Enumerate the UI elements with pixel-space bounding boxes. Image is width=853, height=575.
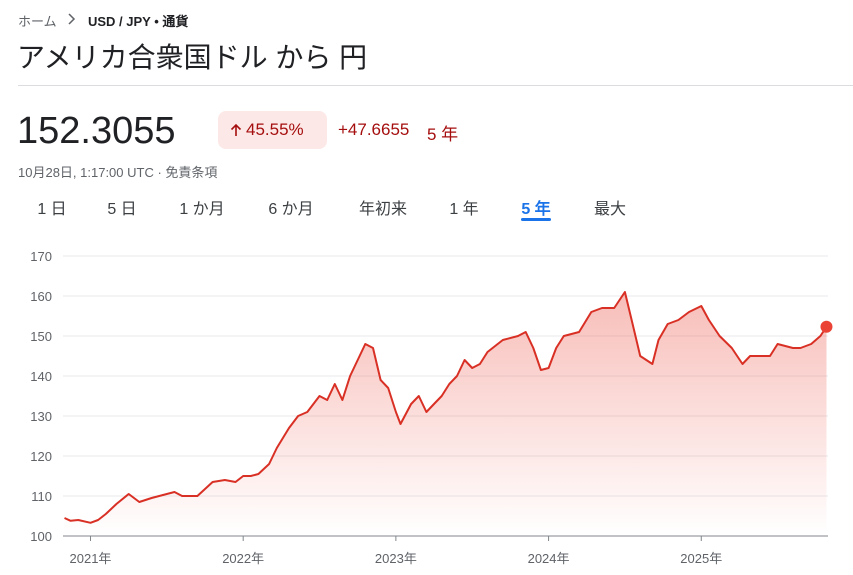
- y-tick-label: 160: [30, 289, 52, 304]
- area-fill: [64, 292, 827, 536]
- y-tick-label: 100: [30, 529, 52, 544]
- y-tick-label: 120: [30, 449, 52, 464]
- x-tick-label: 2021年: [70, 551, 112, 566]
- y-tick-label: 150: [30, 329, 52, 344]
- last-point: [820, 320, 833, 333]
- tab-underline: [521, 218, 551, 221]
- range-tab[interactable]: 1 か月: [179, 201, 225, 218]
- price: 152.3055: [17, 110, 176, 152]
- timestamp: 10月28日, 1:17:00 UTC · 免責条項: [18, 165, 218, 180]
- breadcrumb-home[interactable]: ホーム: [18, 14, 57, 29]
- page-title: アメリカ合衆国ドル から 円: [17, 42, 368, 73]
- chart: 100 110 120 130 140 150 160 170 2021年 2022年 2023年 2…: [30, 249, 833, 566]
- range-tab[interactable]: 年初来: [358, 201, 407, 218]
- range-tab[interactable]: 5 年: [521, 201, 551, 218]
- range-tab[interactable]: 5 日: [107, 201, 137, 218]
- divider: [18, 85, 853, 86]
- x-tick-label: 2022年: [222, 551, 264, 566]
- range-tab[interactable]: 最大: [593, 201, 626, 218]
- price-line: [64, 291, 828, 524]
- range-tab[interactable]: 1 日: [37, 201, 67, 218]
- breadcrumb-current: USD / JPY • 通貨: [88, 14, 189, 29]
- range-tab[interactable]: 6 か月: [268, 201, 314, 218]
- change-value: +47.6655: [338, 120, 410, 139]
- x-tick-label: 2025年: [680, 551, 722, 566]
- up-arrow: [230, 123, 242, 136]
- breadcrumb-chevron: [68, 13, 76, 25]
- y-tick-label: 140: [30, 369, 52, 384]
- change-period: 5 年: [427, 125, 459, 144]
- change-percent: 45.55%: [246, 120, 304, 139]
- change-badge: 45.55%: [218, 111, 327, 149]
- range-tab[interactable]: 1 年: [449, 201, 479, 218]
- y-tick-label: 130: [30, 409, 52, 424]
- y-tick-label: 170: [30, 249, 52, 264]
- x-tick-label: 2023年: [375, 551, 417, 566]
- y-tick-label: 110: [31, 489, 52, 504]
- x-tick-label: 2024年: [528, 551, 570, 566]
